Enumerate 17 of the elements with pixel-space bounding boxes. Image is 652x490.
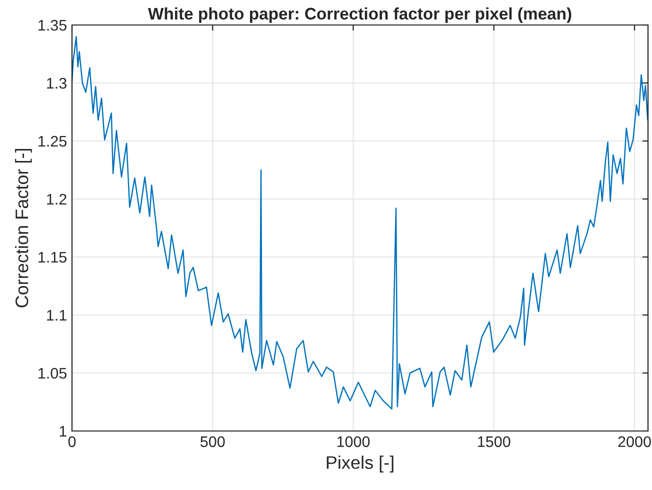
x-axis-title: Pixels [-] [326, 456, 394, 472]
y-tick-label: 1.2 [47, 194, 66, 205]
y-tick-label: 1.25 [38, 136, 66, 147]
x-tick-label: 0 [68, 436, 76, 448]
x-tick-label: 500 [200, 436, 225, 448]
chart-title: White photo paper: Correction factor per pixel (mean) [148, 7, 572, 23]
x-tick-label: 1500 [478, 436, 510, 448]
x-tick-label: 1000 [337, 436, 370, 448]
y-tick-label: 1.3 [47, 78, 66, 89]
y-tick-label: 1.35 [38, 20, 66, 31]
y-tick-label: 1.15 [38, 252, 66, 263]
y-axis-title: Correction Factor [-] [15, 149, 32, 308]
y-tick-label: 1.05 [38, 368, 66, 379]
y-tick-label: 1 [60, 426, 66, 437]
line-series [72, 36, 648, 410]
x-tick-label: 2000 [618, 436, 651, 448]
y-tick-label: 1.1 [47, 310, 66, 321]
